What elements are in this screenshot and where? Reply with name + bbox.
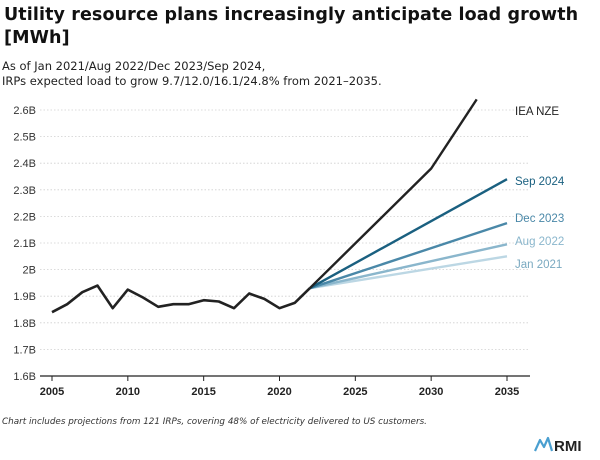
y-axis-ticks: 1.6B 1.7B 1.8B 1.9B 2B 2.1B 2.2B 2.3B 2.4B 2.5B 2.… [13, 105, 36, 383]
historical-line [51, 284, 311, 314]
series-line [308, 98, 478, 290]
series-line [309, 255, 508, 290]
rmi-logo: RMI [533, 435, 593, 455]
subtitle-line-1: As of Jan 2021/Aug 2022/Dec 2023/Sep 202… [2, 59, 266, 73]
series-label: IEA NZE [515, 106, 559, 118]
x-tick-label: 2025 [343, 386, 367, 398]
y-tick-label: 2.3B [13, 185, 36, 197]
series-line [309, 178, 508, 290]
x-tick-label: 2015 [191, 386, 215, 398]
y-tick-label: 1.9B [13, 291, 36, 303]
y-tick-label: 2.6B [13, 105, 36, 117]
x-tick-label: 2030 [419, 386, 443, 398]
chart-title: Utility resource plans increasingly anti… [4, 5, 579, 48]
chart-footnote: Chart includes projections from 121 IRPs… [2, 417, 427, 427]
series-line [309, 221, 508, 290]
gridlines [40, 109, 530, 350]
rmi-logo-icon: RMI [533, 436, 582, 455]
x-tick-label: 2010 [116, 386, 140, 398]
x-tick-label: 2020 [267, 386, 291, 398]
y-tick-label: 1.6B [13, 371, 36, 383]
x-tick-label: 2005 [40, 386, 64, 398]
logo-text: RMI [554, 438, 582, 455]
series-line [309, 243, 508, 290]
legend-labels: IEA NZE Sep 2024 Dec 2023 Aug 2022 Jan 2021 [515, 106, 565, 271]
chart-subtitle: As of Jan 2021/Aug 2022/Dec 2023/Sep 202… [2, 59, 592, 89]
y-tick-label: 2.2B [13, 211, 36, 223]
x-axis-ticks: 2005 2010 2015 2020 2025 2030 2035 [40, 376, 519, 398]
series-label: Jan 2021 [515, 259, 562, 271]
y-tick-label: 1.8B [13, 318, 36, 330]
subtitle-line-2: IRPs expected load to grow 9.7/12.0/16.1… [2, 74, 382, 88]
y-tick-label: 2.1B [13, 238, 36, 250]
series-label: Aug 2022 [515, 236, 564, 248]
series-label: Dec 2023 [515, 213, 564, 225]
series-label: Sep 2024 [515, 176, 565, 188]
series-lines [51, 98, 508, 314]
y-tick-label: 2.4B [13, 158, 36, 170]
y-tick-label: 2B [23, 265, 36, 277]
x-tick-label: 2035 [495, 386, 519, 398]
y-tick-label: 2.5B [13, 132, 36, 144]
y-tick-label: 1.7B [13, 344, 36, 356]
